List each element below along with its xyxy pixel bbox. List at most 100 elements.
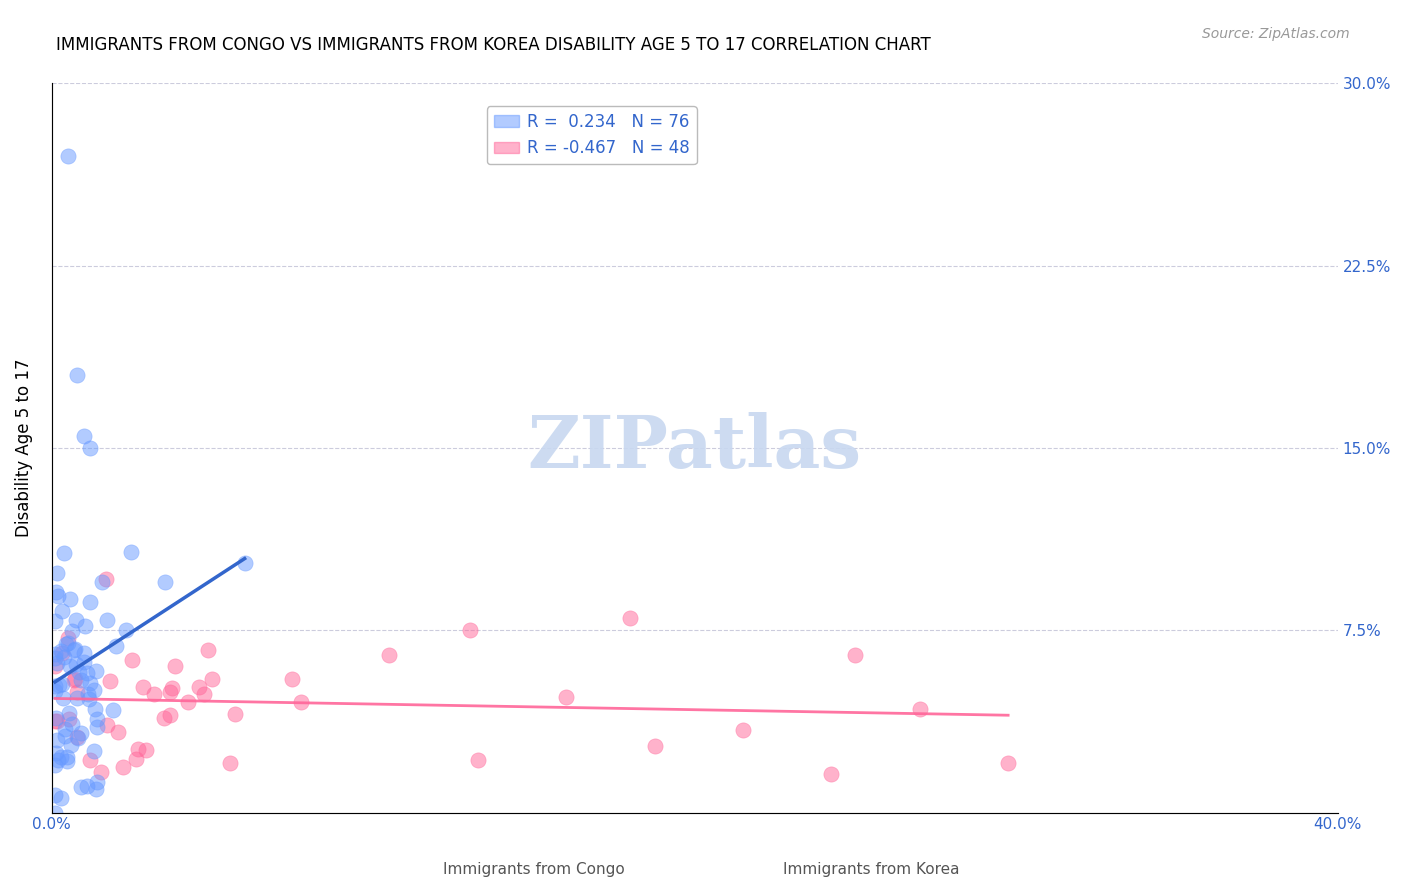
Immigrants from Congo	[44, 648, 66, 662]
Immigrants from Congo	[69, 726, 91, 740]
Immigrants from Congo	[44, 650, 66, 665]
Immigrants from Congo	[77, 687, 100, 701]
Immigrants from Congo	[46, 566, 69, 580]
Immigrants from Korea	[65, 672, 87, 686]
Immigrants from Korea	[820, 766, 842, 780]
Immigrants from Congo	[115, 623, 138, 637]
Immigrants from Congo	[73, 429, 96, 443]
Immigrants from Korea	[177, 695, 200, 709]
Immigrants from Korea	[135, 743, 157, 757]
Immigrants from Congo	[49, 791, 72, 805]
Immigrants from Korea	[290, 696, 312, 710]
Text: Source: ZipAtlas.com: Source: ZipAtlas.com	[1202, 27, 1350, 41]
Immigrants from Korea	[62, 673, 84, 687]
Immigrants from Congo	[83, 744, 105, 758]
Immigrants from Congo	[84, 781, 107, 796]
Immigrants from Korea	[132, 680, 155, 694]
Immigrants from Korea	[159, 685, 181, 699]
Immigrants from Congo	[120, 545, 142, 559]
Immigrants from Congo	[83, 702, 105, 716]
Immigrants from Korea	[142, 687, 165, 701]
Immigrants from Congo	[44, 757, 66, 772]
Legend: R =  0.234   N = 76, R = -0.467   N = 48: R = 0.234 N = 76, R = -0.467 N = 48	[486, 106, 696, 164]
Immigrants from Korea	[51, 646, 73, 660]
Immigrants from Congo	[67, 665, 90, 679]
Immigrants from Congo	[55, 750, 77, 764]
Immigrants from Korea	[125, 752, 148, 766]
Immigrants from Korea	[100, 674, 122, 689]
Immigrants from Congo	[56, 755, 79, 769]
Immigrants from Congo	[103, 703, 125, 717]
Immigrants from Congo	[59, 738, 82, 752]
Immigrants from Congo	[49, 644, 72, 658]
Immigrants from Korea	[201, 672, 224, 686]
Immigrants from Korea	[112, 760, 135, 774]
Text: Immigrants from Korea: Immigrants from Korea	[783, 863, 960, 877]
Immigrants from Congo	[86, 720, 108, 734]
Immigrants from Congo	[52, 649, 75, 664]
Immigrants from Korea	[58, 712, 80, 726]
Immigrants from Congo	[58, 706, 80, 720]
Immigrants from Congo	[77, 692, 100, 706]
Immigrants from Korea	[197, 643, 219, 657]
Immigrants from Korea	[121, 653, 143, 667]
Immigrants from Korea	[96, 572, 118, 586]
Immigrants from Congo	[79, 595, 101, 609]
Immigrants from Congo	[233, 556, 256, 570]
Immigrants from Korea	[908, 702, 931, 716]
Immigrants from Congo	[60, 624, 83, 638]
Immigrants from Korea	[96, 717, 118, 731]
Immigrants from Congo	[48, 678, 70, 692]
Immigrants from Congo	[69, 673, 91, 688]
Immigrants from Congo	[53, 722, 76, 736]
Immigrants from Korea	[66, 684, 89, 698]
Immigrants from Congo	[44, 679, 66, 693]
Immigrants from Korea	[44, 659, 66, 673]
Y-axis label: Disability Age 5 to 17: Disability Age 5 to 17	[15, 359, 32, 537]
Immigrants from Korea	[467, 753, 489, 767]
Immigrants from Congo	[59, 659, 82, 673]
Immigrants from Korea	[193, 687, 215, 701]
Immigrants from Congo	[55, 637, 77, 651]
Immigrants from Congo	[53, 546, 76, 560]
Immigrants from Korea	[644, 739, 666, 753]
Immigrants from Congo	[86, 774, 108, 789]
Immigrants from Korea	[163, 658, 186, 673]
Immigrants from Korea	[160, 681, 183, 696]
Immigrants from Congo	[45, 746, 67, 760]
Immigrants from Congo	[73, 655, 96, 669]
Immigrants from Korea	[159, 707, 181, 722]
Immigrants from Congo	[65, 613, 87, 627]
Immigrants from Congo	[73, 619, 96, 633]
Immigrants from Congo	[65, 657, 87, 671]
Immigrants from Congo	[44, 615, 66, 629]
Text: IMMIGRANTS FROM CONGO VS IMMIGRANTS FROM KOREA DISABILITY AGE 5 TO 17 CORRELATIO: IMMIGRANTS FROM CONGO VS IMMIGRANTS FROM…	[56, 36, 931, 54]
Immigrants from Congo	[53, 729, 76, 743]
Immigrants from Congo	[86, 712, 108, 726]
Immigrants from Congo	[56, 149, 79, 163]
Immigrants from Congo	[84, 664, 107, 678]
Immigrants from Congo	[45, 585, 67, 599]
Immigrants from Congo	[66, 691, 89, 706]
Immigrants from Korea	[844, 648, 866, 662]
Immigrants from Congo	[65, 642, 87, 657]
Immigrants from Korea	[378, 648, 401, 662]
Immigrants from Korea	[281, 672, 304, 686]
Immigrants from Congo	[59, 592, 82, 607]
Immigrants from Congo	[56, 636, 79, 650]
Text: Immigrants from Congo: Immigrants from Congo	[443, 863, 626, 877]
Immigrants from Korea	[44, 714, 66, 728]
Immigrants from Korea	[997, 756, 1019, 771]
Immigrants from Korea	[107, 724, 129, 739]
Immigrants from Korea	[90, 764, 112, 779]
Immigrants from Congo	[66, 731, 89, 745]
Immigrants from Congo	[46, 589, 69, 603]
Immigrants from Congo	[66, 368, 89, 382]
Immigrants from Korea	[619, 611, 641, 625]
Immigrants from Congo	[76, 779, 98, 793]
Immigrants from Congo	[51, 604, 73, 618]
Immigrants from Congo	[60, 716, 83, 731]
Immigrants from Congo	[73, 646, 96, 660]
Immigrants from Congo	[70, 780, 93, 794]
Immigrants from Congo	[45, 711, 67, 725]
